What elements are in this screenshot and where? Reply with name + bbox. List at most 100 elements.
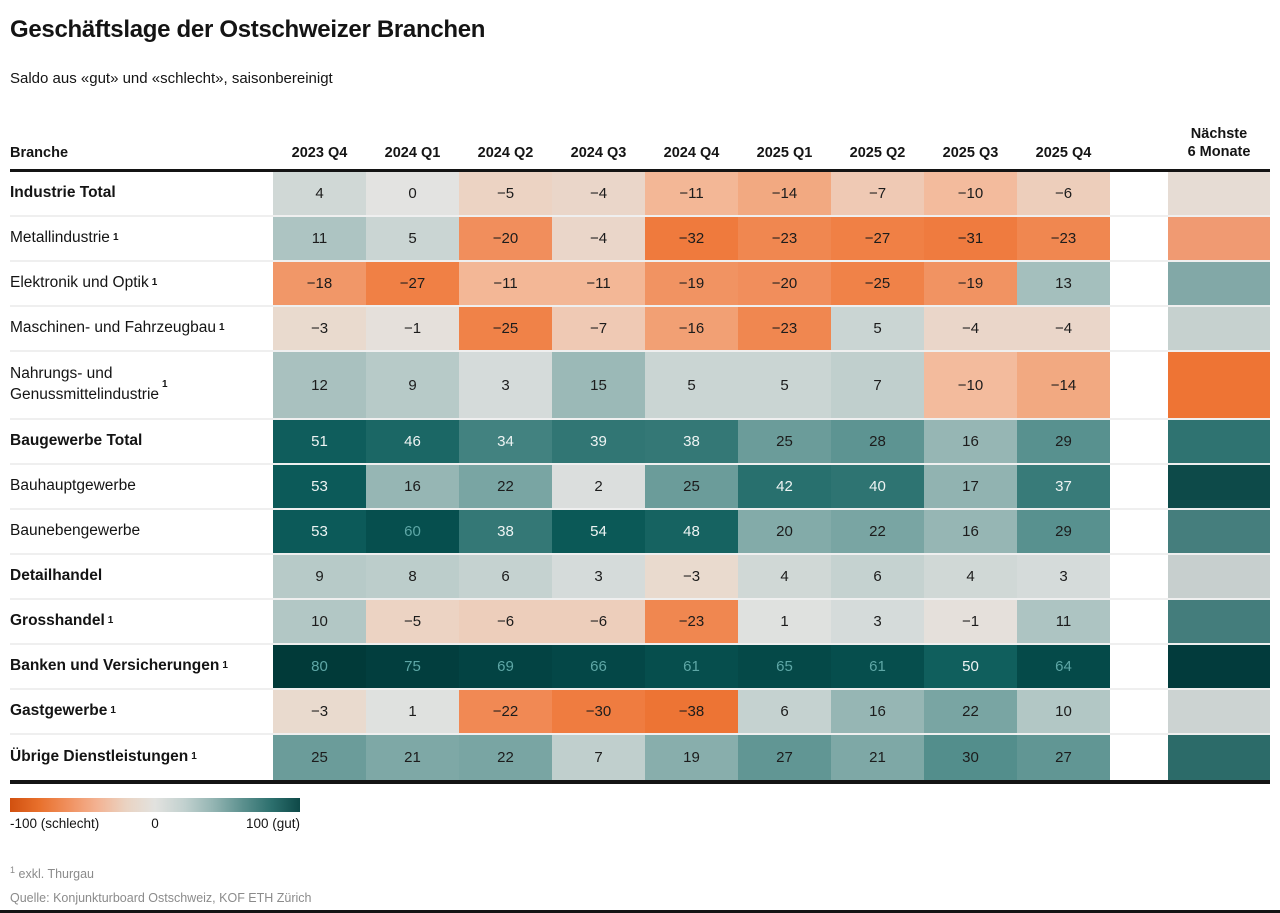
- heatmap-cell: −27: [366, 262, 459, 306]
- table-row: Gastgewerbe 1 −3 1 −22 −30 −38 6 16 22 10: [10, 690, 1270, 736]
- heatmap-cell: 75: [366, 645, 459, 689]
- heatmap-cell: 42: [738, 465, 831, 509]
- table-bottom-rule: [10, 780, 1270, 785]
- column-header-quarter: 2025 Q1: [756, 145, 813, 162]
- heatmap-cell: −31: [924, 217, 1017, 261]
- column-header-branche: Branche: [10, 145, 69, 162]
- heatmap-cell: −10: [924, 352, 1017, 419]
- heatmap-cell: 6: [831, 555, 924, 599]
- heatmap-cell: −5: [366, 600, 459, 644]
- heatmap-cell: 5: [738, 352, 831, 419]
- heatmap-cell: 46: [366, 420, 459, 464]
- column-header-quarter: 2025 Q3: [942, 145, 999, 162]
- page-title: Geschäftslage der Ostschweizer Branchen: [10, 16, 486, 43]
- row-label: Übrige Dienstleistungen 1: [10, 748, 197, 766]
- heatmap-cell: −19: [924, 262, 1017, 306]
- heatmap-cell: 10: [273, 600, 366, 644]
- heatmap-cell: 61: [645, 645, 738, 689]
- table-row: Elektronik und Optik 1 −18 −27 −11 −11 −19 −20−…: [10, 262, 1270, 308]
- next-6-months-cell: [1168, 172, 1270, 216]
- row-label: Detailhandel: [10, 567, 103, 585]
- legend-labels: -100 (schlecht) 0 100 (gut): [10, 816, 300, 836]
- heatmap-cell: 48: [645, 510, 738, 554]
- footnote-marker: 1: [112, 232, 119, 243]
- table-row: Banken und Versicherungen 1 80 75 69 66 61 65 61…: [10, 645, 1270, 691]
- page-subtitle: Saldo aus «gut» und «schlecht», saisonbe…: [10, 70, 333, 87]
- heatmap-cell: 27: [1017, 735, 1110, 781]
- heatmap-cell: −3: [273, 307, 366, 351]
- heatmap-cell: 16: [924, 420, 1017, 464]
- next-6-months-cell: [1168, 262, 1270, 306]
- heatmap-cell: −1: [924, 600, 1017, 644]
- heatmap-cell: −25: [831, 262, 924, 306]
- heatmap-cell: 17: [924, 465, 1017, 509]
- heatmap-cell: 3: [1017, 555, 1110, 599]
- heatmap-cell: −30: [552, 690, 645, 734]
- heatmap-cell: −11: [552, 262, 645, 306]
- heatmap-cell: −14: [1017, 352, 1110, 419]
- heatmap-cell: −18: [273, 262, 366, 306]
- heatmap-cell: 4: [924, 555, 1017, 599]
- heatmap-cell: 22: [924, 690, 1017, 734]
- column-gap: [1110, 307, 1168, 351]
- heatmap-cell: −6: [552, 600, 645, 644]
- heatmap-cell: 1: [738, 600, 831, 644]
- column-header-quarter: 2024 Q1: [384, 145, 441, 162]
- heatmap-cell: 80: [273, 645, 366, 689]
- heatmap-cell: 5: [366, 217, 459, 261]
- footnote-marker: 1: [107, 615, 114, 626]
- heatmap-cell: 12: [273, 352, 366, 419]
- row-label: Banken und Versicherungen 1: [10, 657, 228, 675]
- heatmap-cell: 34: [459, 420, 552, 464]
- heatmap-cell: 4: [738, 555, 831, 599]
- table-row: Übrige Dienstleistungen 1 25 21 22 7 19 27 21 30 2…: [10, 735, 1270, 781]
- heatmap-cell: 15: [552, 352, 645, 419]
- heatmap-cell: −4: [552, 217, 645, 261]
- next-6-months-cell: [1168, 600, 1270, 644]
- heatmap-cell: −4: [552, 172, 645, 216]
- heatmap-cell: 21: [366, 735, 459, 781]
- heatmap-cell: 1: [366, 690, 459, 734]
- heatmap-cell: 20: [738, 510, 831, 554]
- heatmap-cell: −3: [273, 690, 366, 734]
- heatmap-cell: −14: [738, 172, 831, 216]
- row-label: Nahrungs- und Genussmittelindustrie 1: [10, 365, 168, 404]
- table-header-row: Branche 2023 Q4 2024 Q1 2024 Q2 2024 Q3 2024…: [10, 125, 1270, 173]
- heatmap-cell: 21: [831, 735, 924, 781]
- heatmap-cell: −4: [924, 307, 1017, 351]
- footnote-marker: 1: [191, 751, 197, 762]
- column-header-next-6-months: Nächste 6 Monate: [1187, 126, 1251, 161]
- table-row: Baunebengewerbe 53 60 38 54 48 20 22 16 29: [10, 510, 1270, 556]
- column-gap: [1110, 600, 1168, 644]
- heatmap-cell: 3: [831, 600, 924, 644]
- bottom-border: [0, 910, 1280, 913]
- heatmap-cell: 60: [366, 510, 459, 554]
- heatmap-cell: 66: [552, 645, 645, 689]
- table-row: Maschinen- und Fahrzeugbau 1 −3 −1 −25 −7 −16−…: [10, 307, 1270, 353]
- column-gap: [1110, 262, 1168, 306]
- next-6-months-cell: [1168, 510, 1270, 554]
- heatmap-cell: 25: [645, 465, 738, 509]
- heatmap-cell: −23: [1017, 217, 1110, 261]
- heatmap-cell: 22: [459, 465, 552, 509]
- quarter-headers: 2023 Q4 2024 Q1 2024 Q2 2024 Q3 2024 Q4 2025 …: [273, 145, 1110, 161]
- heatmap-cell: 25: [738, 420, 831, 464]
- row-label: Bauhauptgewerbe: [10, 477, 136, 495]
- heatmap-cell: 22: [459, 735, 552, 781]
- heatmap-cell: −25: [459, 307, 552, 351]
- heatmap-cell: 16: [924, 510, 1017, 554]
- heatmap-cell: −19: [645, 262, 738, 306]
- heatmap-cell: −20: [738, 262, 831, 306]
- column-header-quarter: 2025 Q4: [1035, 145, 1092, 162]
- heatmap-cell: −10: [924, 172, 1017, 216]
- next-6-months-cell: [1168, 465, 1270, 509]
- next-6-months-cell: [1168, 645, 1270, 689]
- column-header-quarter: 2024 Q2: [477, 145, 534, 162]
- heatmap-cell: 4: [273, 172, 366, 216]
- next-6-months-cell: [1168, 735, 1270, 781]
- heatmap-cell: 51: [273, 420, 366, 464]
- heatmap-cell: 13: [1017, 262, 1110, 306]
- heatmap-cell: 9: [366, 352, 459, 419]
- heatmap-cell: 19: [645, 735, 738, 781]
